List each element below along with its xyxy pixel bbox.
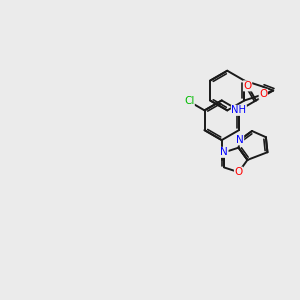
Text: O: O <box>234 167 243 177</box>
Text: O: O <box>259 89 267 99</box>
Text: NH: NH <box>231 105 246 116</box>
Text: O: O <box>244 81 252 91</box>
Text: Cl: Cl <box>184 97 194 106</box>
Text: N: N <box>236 135 244 145</box>
Text: N: N <box>220 147 228 157</box>
